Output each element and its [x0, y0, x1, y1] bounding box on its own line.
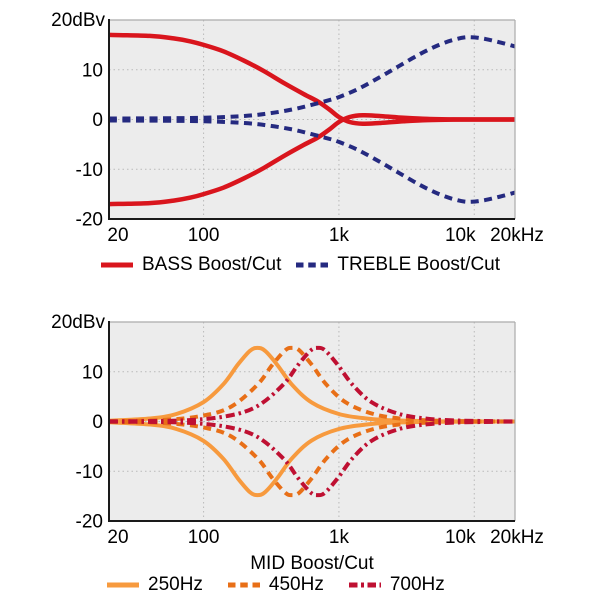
- treble-line-swatch: [296, 262, 329, 268]
- x-tick-label: 20: [107, 527, 128, 548]
- x-tick-label: 20kHz: [490, 225, 544, 246]
- curve-treble-boost-cut-cut: [109, 118, 515, 204]
- curve-treble-boost-cut-boost: [109, 35, 515, 121]
- x-tick-label: 100: [188, 527, 220, 548]
- y-tick-label: -10: [76, 462, 103, 483]
- y-tick-label: 0: [92, 412, 103, 433]
- mid-700-line-swatch: [348, 582, 381, 588]
- y-axis-unit-label: 20dBv: [51, 10, 105, 31]
- legend-label-treble: TREBLE Boost/Cut: [337, 254, 501, 275]
- legend-label-250hz: 250Hz: [148, 574, 203, 595]
- x-tick-label: 1k: [329, 527, 350, 548]
- mid-legend: 250Hz 450Hz 700Hz: [106, 574, 445, 596]
- x-tick-label: 1k: [329, 225, 350, 246]
- mid-250-line-swatch: [107, 582, 139, 588]
- curve-700hz-boost: [109, 345, 515, 424]
- x-tick-label: 100: [188, 225, 220, 246]
- mid-axis-title: MID Boost/Cut: [250, 553, 374, 574]
- legend-item-700hz: 700Hz: [348, 574, 445, 596]
- y-tick-label: 10: [82, 60, 103, 81]
- legend-label-700hz: 700Hz: [389, 574, 445, 595]
- legend-label-450hz: 450Hz: [268, 574, 324, 595]
- bass-line-swatch: [100, 262, 133, 268]
- x-tick-label: 20kHz: [490, 527, 544, 548]
- x-tick-label: 10k: [445, 225, 476, 246]
- legend-item-bass: BASS Boost/Cut: [100, 254, 281, 276]
- y-axis-unit-label: 20dBv: [51, 312, 105, 333]
- legend-item-450hz: 450Hz: [227, 574, 324, 596]
- y-tick-label: -20: [76, 512, 103, 533]
- x-tick-label: 20: [107, 225, 128, 246]
- y-tick-label: -20: [76, 210, 103, 231]
- y-tick-label: -10: [76, 160, 103, 181]
- legend-item-250hz: 250Hz: [106, 574, 203, 596]
- curve-700hz-cut: [109, 419, 515, 498]
- y-tick-label: 0: [92, 110, 103, 131]
- curve-450hz-cut: [109, 419, 515, 498]
- curve-250hz-boost: [109, 345, 515, 424]
- curve-450hz-boost: [109, 345, 515, 424]
- y-tick-label: 10: [82, 362, 103, 383]
- legend-label-bass: BASS Boost/Cut: [141, 254, 282, 275]
- legend-item-treble: TREBLE Boost/Cut: [295, 254, 500, 276]
- bass-treble-legend: BASS Boost/Cut TREBLE Boost/Cut: [0, 254, 600, 276]
- curve-bass-boost-cut-cut: [109, 113, 515, 207]
- curve-250hz-cut: [109, 419, 515, 498]
- x-tick-label: 10k: [445, 527, 476, 548]
- mid-450-line-swatch: [227, 582, 260, 588]
